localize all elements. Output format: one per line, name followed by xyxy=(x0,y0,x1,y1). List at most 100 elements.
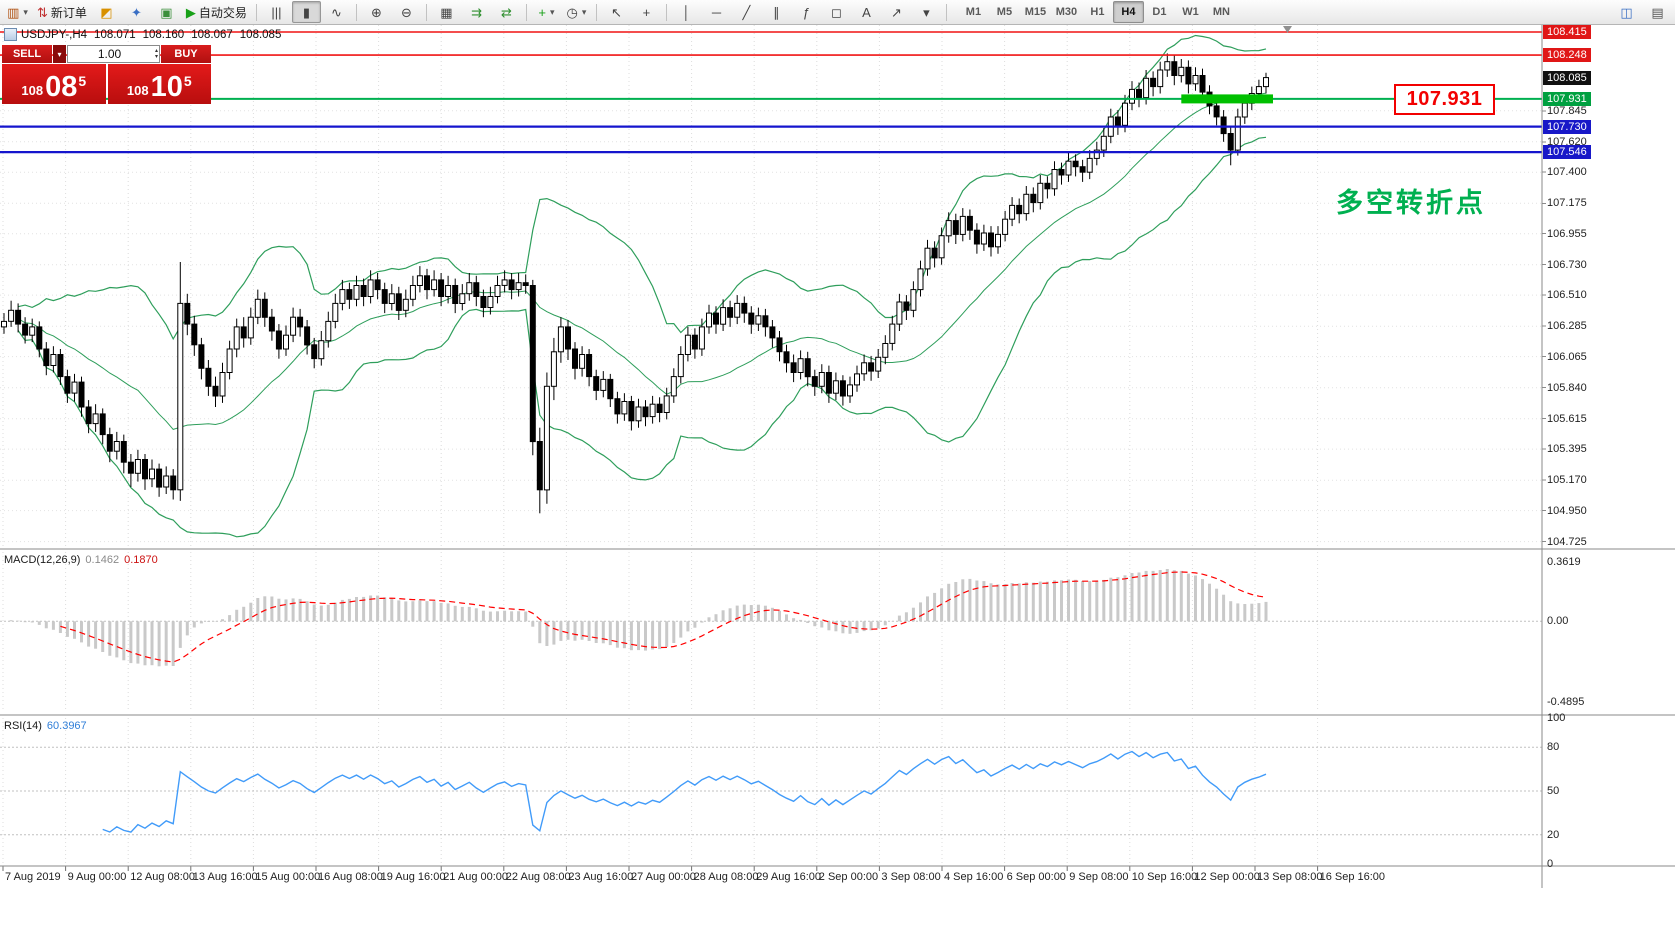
tile-windows-button[interactable]: ▦ xyxy=(432,1,461,23)
horizontal-line-button[interactable]: ─ xyxy=(702,1,731,23)
time-label: 12 Sep 00:00 xyxy=(1194,871,1260,883)
timeframe-m5-button[interactable]: M5 xyxy=(996,6,1013,18)
zoom-in-button[interactable]: ⊕ xyxy=(362,1,391,23)
trendline-button[interactable]: ╱ xyxy=(732,1,761,23)
line-chart-icon: ∿ xyxy=(330,4,342,20)
chart-labels-layer: 107.845 107.620 107.400 107.175 106.955 106.7… xyxy=(0,24,1675,950)
volume-input[interactable] xyxy=(68,46,159,62)
new-order-button[interactable]: ⇅ 新订单 xyxy=(33,1,91,23)
bar-chart-button[interactable]: ||| xyxy=(262,1,291,23)
price-callout[interactable]: 107.931 xyxy=(1394,84,1495,115)
print-button[interactable]: ▤ xyxy=(1643,1,1672,23)
spin-down-icon[interactable]: ▾ xyxy=(154,54,158,60)
toolbar-separator xyxy=(425,3,427,21)
text-button[interactable]: A xyxy=(852,1,881,23)
timeframe-mn-button[interactable]: MN xyxy=(1212,6,1230,18)
turning-point-marker[interactable] xyxy=(1181,94,1273,104)
time-label: 27 Aug 00:00 xyxy=(631,871,696,883)
rsi-name: RSI(14) xyxy=(4,720,42,732)
indicators-button[interactable]: + ▾ xyxy=(532,1,561,23)
bar-open-value: 108.071 xyxy=(94,28,136,41)
timeframe-h1-button[interactable]: H1 xyxy=(1090,6,1105,18)
cursor-button[interactable]: ↖ xyxy=(602,1,631,23)
timeframe-m30-button[interactable]: M30 xyxy=(1055,6,1078,18)
time-label: 10 Sep 16:00 xyxy=(1131,871,1198,883)
cursor-icon: ↖ xyxy=(610,4,622,20)
volume-field-wrap: ▴ ▾ xyxy=(67,45,160,63)
fibonacci-button[interactable]: ƒ xyxy=(792,1,821,23)
time-label: 19 Aug 16:00 xyxy=(380,871,446,883)
line-chart-button[interactable]: ∿ xyxy=(322,1,351,23)
autotrading-button[interactable]: ▶ 自动交易 xyxy=(182,1,251,23)
sell-price-button[interactable]: 108 08 5 xyxy=(2,64,106,104)
zoom-out-button[interactable]: ⊖ xyxy=(392,1,421,23)
horizontal-line-objects[interactable] xyxy=(0,31,1542,154)
autotrading-label: 自动交易 xyxy=(198,5,247,20)
volume-spinner[interactable]: ▴ ▾ xyxy=(155,46,158,62)
trade-panel-controls: SELL ▾ ▴ ▾ BUY xyxy=(2,45,211,63)
periods-icon: ◷ xyxy=(566,4,578,20)
toolbar-separator xyxy=(945,3,947,21)
timeframe-m15-button[interactable]: M15 xyxy=(1024,6,1047,18)
objects-more-button[interactable]: ▾ xyxy=(912,1,941,23)
tile-windows-icon: ▦ xyxy=(440,4,453,20)
chart-shift-button[interactable]: ⇄ xyxy=(492,1,521,23)
bar-chart-icon: ||| xyxy=(271,4,282,20)
candlestick-chart-button[interactable]: ▮ xyxy=(291,1,321,23)
bollinger-bands xyxy=(17,34,1267,538)
vertical-line-button[interactable]: │ xyxy=(672,1,701,23)
price-tick-label: 106.730 xyxy=(1547,258,1587,271)
price-tick-label: 106.955 xyxy=(1547,227,1587,240)
market-watch-button[interactable]: ◩ xyxy=(92,1,121,23)
shapes-button[interactable]: ◻ xyxy=(822,1,851,23)
chart-window-icon xyxy=(4,28,17,41)
navigator-icon: ✦ xyxy=(130,4,142,20)
price-line-label: 108.085 xyxy=(1543,70,1591,85)
terminal-button[interactable]: ▣ xyxy=(152,1,181,23)
price-line-label: 107.546 xyxy=(1543,145,1591,160)
sell-button[interactable]: SELL xyxy=(2,45,52,63)
equidistant-channel-button[interactable]: ∥ xyxy=(762,1,791,23)
buy-price-big: 10 xyxy=(150,71,183,104)
time-label: 7 Aug 2019 xyxy=(5,871,61,883)
periods-button[interactable]: ◷ ▾ xyxy=(562,1,591,23)
indicators-dropdown-icon: ▾ xyxy=(549,6,555,17)
buy-price-button[interactable]: 108 10 5 xyxy=(107,64,211,104)
new-chart-button[interactable]: ▥ ▾ xyxy=(3,1,32,23)
volume-dropdown-icon[interactable]: ▾ xyxy=(53,45,66,63)
rsi-scale-label: 100 xyxy=(1547,712,1566,724)
time-label: 15 Aug 00:00 xyxy=(255,871,321,883)
chart-window[interactable]: 107.845 107.620 107.400 107.175 106.955 106.7… xyxy=(0,24,1675,950)
timeframe-w1-button[interactable]: W1 xyxy=(1182,6,1199,18)
macd-scale-label: 0.3619 xyxy=(1547,555,1581,568)
new-chart-icon: ▥ xyxy=(7,4,20,20)
arrows-button[interactable]: ↗ xyxy=(882,1,911,23)
price-tick-label: 106.285 xyxy=(1547,320,1587,333)
price-tick-label: 104.950 xyxy=(1547,504,1587,517)
crosshair-button[interactable]: + xyxy=(632,1,661,23)
print-preview-button[interactable]: ◫ xyxy=(1612,1,1641,23)
auto-scroll-button[interactable]: ⇉ xyxy=(462,1,491,23)
periods-dropdown-icon: ▾ xyxy=(581,6,587,17)
candlesticks xyxy=(1,53,1269,514)
new-order-icon: ⇅ xyxy=(37,4,48,20)
macd-main-value: 0.1462 xyxy=(85,554,120,566)
chart-shift-icon: ⇄ xyxy=(500,4,512,20)
time-label: 2 Sep 00:00 xyxy=(818,871,879,883)
toolbar-separator xyxy=(665,3,667,21)
print-icon: ▤ xyxy=(1651,4,1664,20)
timeframe-h4-button[interactable]: H4 xyxy=(1112,1,1144,23)
toolbar: ▥ ▾ ⇅ 新订单 ◩ ✦ ▣ ▶ 自动交易 ||| ▮ ∿ ⊕ ⊖ ▦ ⇉ ⇄ + ▾ ◷ ▾ ↖ + │ ─ ╱ ∥ ƒ ◻ A ↗ ▾ M… xyxy=(0,0,1675,25)
chart-canvas xyxy=(0,24,1675,888)
price-line-label: 107.931 xyxy=(1543,91,1591,106)
time-label: 16 Aug 08:00 xyxy=(318,871,383,883)
timeframe-m1-button[interactable]: M1 xyxy=(965,6,982,18)
price-tick-label: 105.395 xyxy=(1547,443,1587,456)
buy-button[interactable]: BUY xyxy=(161,45,211,63)
toolbar-separator xyxy=(525,3,527,21)
navigator-button[interactable]: ✦ xyxy=(122,1,151,23)
timeframe-d1-button[interactable]: D1 xyxy=(1152,6,1167,18)
timeframe-group: M1 M5 M15 M30 H1 H4 D1 W1 MN xyxy=(958,1,1237,23)
time-label: 9 Aug 00:00 xyxy=(67,871,127,883)
